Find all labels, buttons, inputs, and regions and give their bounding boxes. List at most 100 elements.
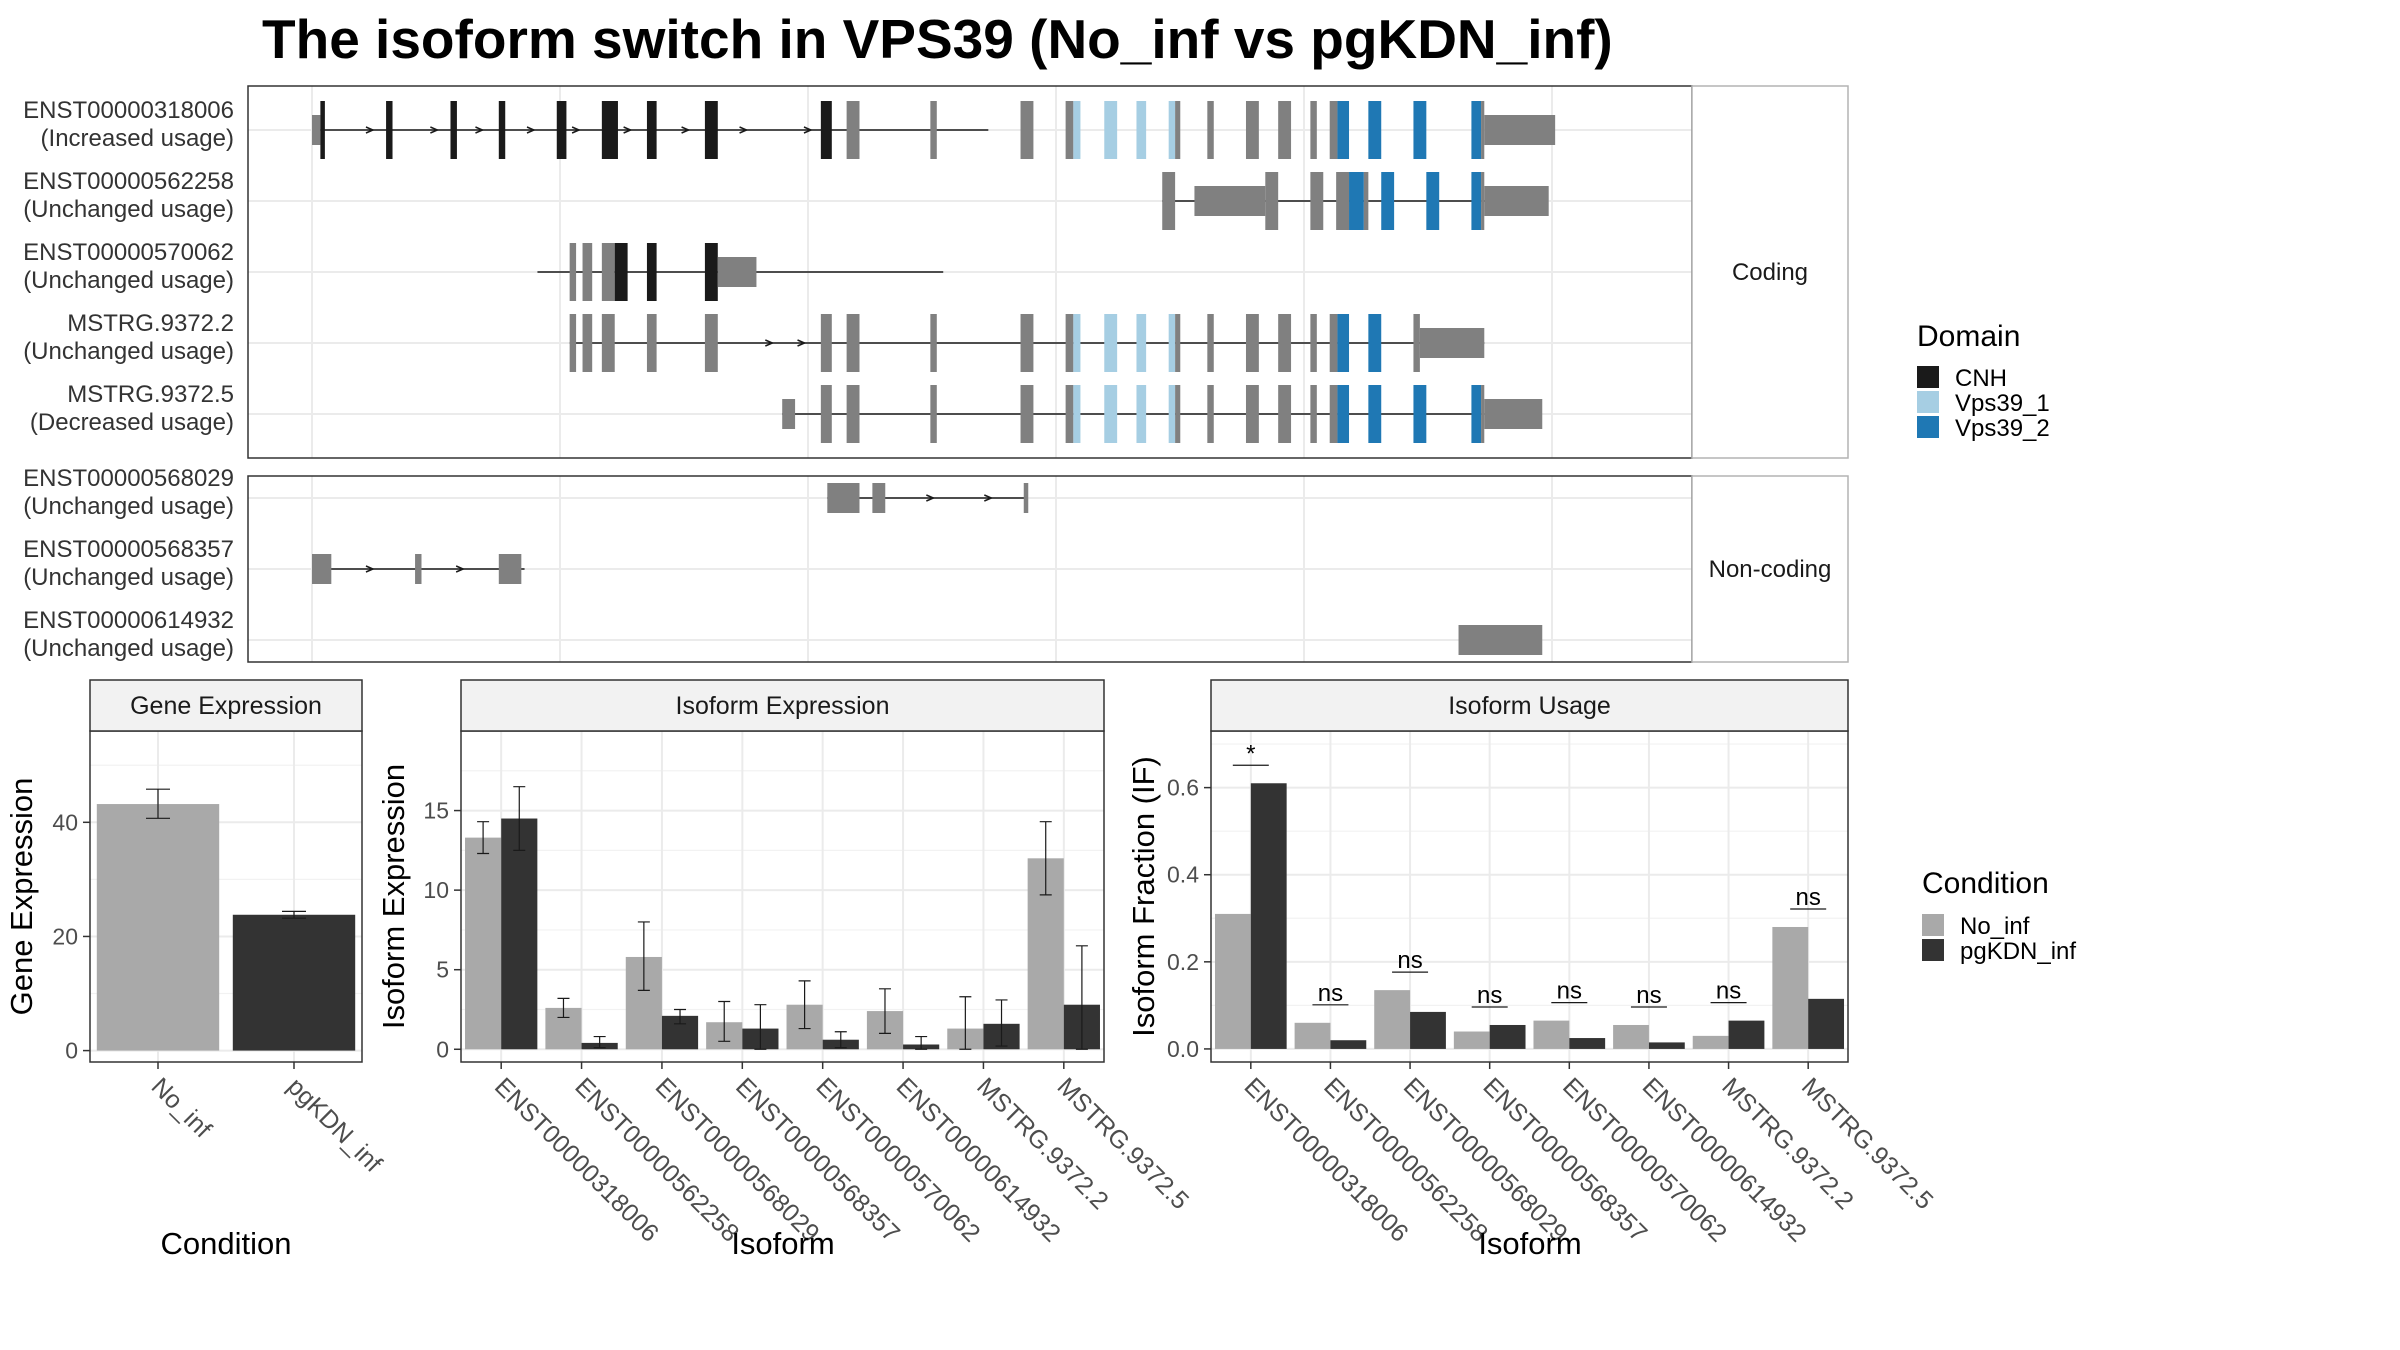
bar-panel-strip-label: Isoform Expression: [676, 692, 890, 720]
transcript-usage-label: (Decreased usage): [30, 409, 234, 436]
y-tick-label: 40: [52, 809, 78, 835]
domain-legend-label: Vps39_2: [1955, 415, 2050, 442]
bar-pgKDN_inf: [501, 818, 538, 1050]
exon-utr: [1458, 625, 1543, 655]
strand-arrow: [365, 126, 375, 134]
exon-grey: [1065, 314, 1074, 372]
exon-vps39_2: [1349, 172, 1364, 230]
transcript-row: ENST00000568029(Unchanged usage): [23, 465, 1029, 520]
exon-grey: [1481, 172, 1485, 230]
exon-cnh: [450, 101, 457, 159]
transcript-structure-panel: Coding Non-coding ENST00000318006(Increase…: [23, 85, 1849, 663]
x-tick-label: No_inf: [146, 1072, 217, 1143]
strand-arrow: [526, 126, 536, 134]
bar-pgKDN_inf: [1569, 1038, 1606, 1049]
y-tick-label: 0: [65, 1038, 78, 1064]
significance-label: ns: [1318, 980, 1343, 1007]
error-bar: [878, 988, 891, 1034]
condition-legend-swatch-no_inf: [1922, 914, 1944, 936]
exon-grey: [569, 243, 577, 301]
exon-grey: [820, 314, 832, 372]
significance-label: ns: [1636, 982, 1661, 1009]
exon-cnh: [646, 101, 657, 159]
exon-utr: [717, 257, 757, 287]
significance-label: ns: [1397, 947, 1422, 974]
exon-grey: [1413, 314, 1420, 372]
exon-grey: [1329, 385, 1338, 443]
exon-grey: [1065, 385, 1074, 443]
exon-grey: [1310, 385, 1317, 443]
exon-grey: [1363, 172, 1369, 230]
y-tick-label: 10: [423, 877, 449, 903]
bar-chart-2: * ns ns ns ns ns ns ns Isoform Usage 0.0 0.2 0.4 0.6…: [1126, 679, 1939, 1261]
strand-arrow: [365, 565, 375, 573]
exon-vps39_1: [1136, 101, 1147, 159]
y-tick-label: 15: [423, 798, 449, 824]
error-bar: [637, 921, 650, 991]
exon-grey: [646, 314, 657, 372]
exon-utr: [1484, 115, 1556, 145]
facet-strip: [1691, 85, 1849, 459]
exon-grey: [930, 101, 937, 159]
error-bar: [477, 821, 490, 855]
significance-label: ns: [1796, 884, 1821, 911]
significance-label: ns: [1477, 982, 1502, 1009]
x-axis-title: Isoform: [731, 1226, 834, 1261]
transcript-row: ENST00000614932(Unchanged usage): [23, 607, 1543, 662]
exon-cnh: [386, 101, 393, 159]
exon-cnh: [614, 243, 628, 301]
error-bar: [915, 1035, 928, 1050]
exon-vps39_2: [1337, 385, 1350, 443]
bar-pgKDN_inf: [1330, 1040, 1367, 1049]
bar-pgKDN_inf: [1410, 1011, 1446, 1049]
bar-No_inf: [96, 804, 220, 1051]
transcript-row: MSTRG.9372.2(Unchanged usage): [23, 310, 1485, 372]
bar-No_inf: [1692, 1035, 1729, 1049]
exon-cnh: [820, 101, 832, 159]
domain-legend-swatch-vps39_1: [1917, 391, 1939, 413]
exon-vps39_2: [1413, 385, 1427, 443]
exon-vps39_2: [1426, 172, 1440, 230]
error-bar: [754, 1004, 767, 1050]
exon-vps39_1: [1073, 385, 1081, 443]
condition-legend-title: Condition: [1922, 867, 2049, 900]
exon-grey: [1020, 101, 1034, 159]
exon-utr: [1194, 186, 1266, 216]
exon-vps39_2: [1368, 314, 1382, 372]
transcript-id-label: ENST00000562258: [23, 168, 234, 195]
exon-grey: [1310, 314, 1317, 372]
error-bar: [146, 788, 170, 819]
exon-utr: [1023, 483, 1029, 513]
y-tick-label: 0.0: [1167, 1036, 1199, 1062]
x-axis-title: Condition: [161, 1226, 292, 1261]
exon-grey: [1245, 385, 1259, 443]
y-axis-title: Isoform Fraction (IF): [1126, 756, 1161, 1037]
error-bar: [718, 1000, 731, 1042]
y-tick-label: 0.2: [1167, 949, 1199, 975]
strand-arrow: [571, 126, 581, 134]
bar-pgKDN_inf: [232, 914, 356, 1051]
exon-cnh: [646, 243, 657, 301]
condition-legend-label: No_inf: [1960, 913, 2030, 940]
bar-chart-0: Gene Expression 0 20 40 No_inf pgKDN_inf Condi…: [4, 679, 387, 1261]
bar-panel-background: [461, 731, 1104, 1062]
exon-grey: [1020, 385, 1034, 443]
bar-No_inf: [1214, 913, 1251, 1049]
exon-vps39_2: [1368, 101, 1382, 159]
transcript-row: ENST00000318006(Increased usage): [23, 97, 1556, 159]
strand-arrow: [455, 565, 466, 573]
exon-grey: [1245, 314, 1259, 372]
y-tick-label: 0.4: [1167, 862, 1199, 888]
bar-pgKDN_inf: [1250, 783, 1287, 1049]
y-tick-label: 0: [436, 1036, 449, 1062]
exon-grey: [930, 385, 937, 443]
significance-label: ns: [1716, 978, 1741, 1005]
exon-grey: [1162, 172, 1176, 230]
exon-grey: [1175, 101, 1181, 159]
bar-No_inf: [1533, 1020, 1570, 1049]
facet-label: Non-coding: [1709, 556, 1832, 583]
strand-arrow: [739, 126, 749, 134]
exon-vps39_1: [1073, 314, 1081, 372]
exon-vps39_2: [1368, 385, 1382, 443]
